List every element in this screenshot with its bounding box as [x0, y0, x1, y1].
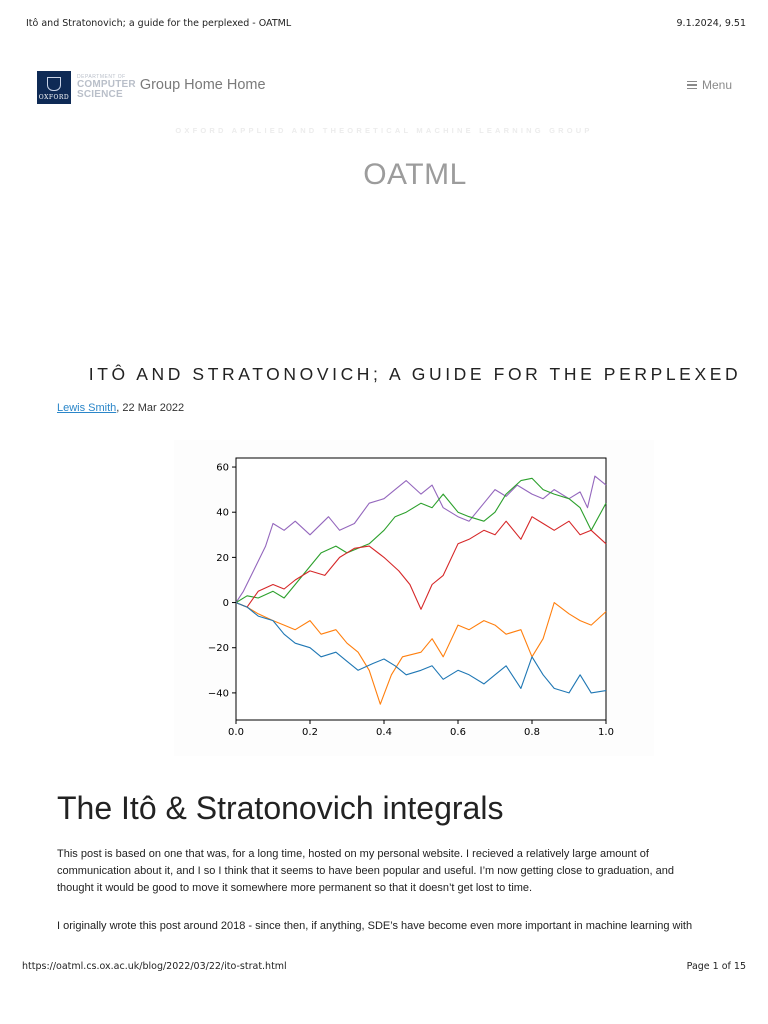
series-line-1	[235, 475, 607, 603]
author-link[interactable]: Lewis Smith	[57, 402, 117, 414]
site-title[interactable]: OATML	[363, 158, 467, 191]
chart-figure: 0.0 0.2 0.4 0.6 0.8 1.0 60 40 20 0 −20 −40	[174, 440, 654, 756]
print-page-number: Page 1 of 15	[686, 961, 746, 972]
print-page-title: Itô and Stratonovich; a guide for the pe…	[26, 18, 292, 29]
post-title: ITÔ AND STRATONOVICH; A GUIDE FOR THE PE…	[88, 364, 742, 384]
paragraph-2: I originally wrote this post around 2018…	[57, 918, 747, 935]
x-tick-label: 0.2	[302, 727, 318, 738]
y-tick-label: −40	[208, 688, 229, 699]
hamburger-icon	[686, 79, 697, 92]
site-navbar: OXFORD DEPARTMENT OF COMPUTER SCIENCE Gr…	[37, 70, 732, 104]
menu-button[interactable]: Menu	[686, 78, 732, 92]
dept-small-text: DEPARTMENT OF	[77, 73, 126, 80]
series-line-2	[235, 477, 607, 604]
crest-icon	[47, 76, 61, 91]
series-line-5	[235, 602, 607, 694]
y-tick-label: 20	[216, 553, 229, 564]
post-date: , 22 Mar 2022	[116, 402, 185, 414]
x-tick-label: 0.6	[450, 727, 466, 738]
paragraph-line: thought it would be good to move it some…	[57, 882, 533, 894]
y-tick-label: −20	[208, 643, 229, 654]
random-walk-chart: 0.0 0.2 0.4 0.6 0.8 1.0 60 40 20 0 −20 −40	[174, 440, 654, 756]
y-tick-label: 40	[216, 508, 229, 519]
paragraph-1: This post is based on one that was, for …	[57, 846, 747, 897]
print-datetime: 9.1.2024, 9.51	[676, 18, 747, 29]
department-logo: DEPARTMENT OF COMPUTER SCIENCE	[77, 73, 136, 100]
logo-oxford-text: OXFORD	[38, 93, 70, 101]
dept-line2: SCIENCE	[77, 88, 123, 100]
oxford-logo-icon: OXFORD	[37, 70, 71, 104]
y-tick-label: 60	[216, 463, 229, 474]
paragraph-line: This post is based on one that was, for …	[57, 848, 649, 860]
x-tick-label: 0.8	[524, 727, 540, 738]
paragraph-line: communication about it, and I so I think…	[57, 865, 674, 877]
paragraph-line: I originally wrote this post around 2018…	[57, 920, 693, 932]
series-line-4	[235, 602, 607, 705]
menu-label: Menu	[701, 78, 732, 92]
x-tick-label: 0.0	[228, 727, 244, 738]
print-footer: https://oatml.cs.ox.ac.uk/blog/2022/03/2…	[22, 961, 746, 972]
section-title: The Itô & Stratonovich integrals	[57, 790, 504, 826]
x-tick-label: 1.0	[598, 727, 614, 738]
brand-link[interactable]: OXFORD DEPARTMENT OF COMPUTER SCIENCE Gr…	[37, 70, 266, 104]
dept-line1: COMPUTER	[77, 78, 136, 90]
print-header: Itô and Stratonovich; a guide for the pe…	[26, 18, 746, 29]
print-url: https://oatml.cs.ox.ac.uk/blog/2022/03/2…	[22, 961, 287, 972]
site-tagline: OXFORD APPLIED AND THEORETICAL MACHINE L…	[175, 126, 593, 135]
brand-title[interactable]: Group Home Home	[139, 77, 266, 93]
byline: Lewis Smith, 22 Mar 2022	[57, 402, 184, 414]
x-tick-label: 0.4	[376, 727, 392, 738]
y-tick-label: 0	[223, 598, 229, 609]
series-line-3	[235, 516, 607, 610]
